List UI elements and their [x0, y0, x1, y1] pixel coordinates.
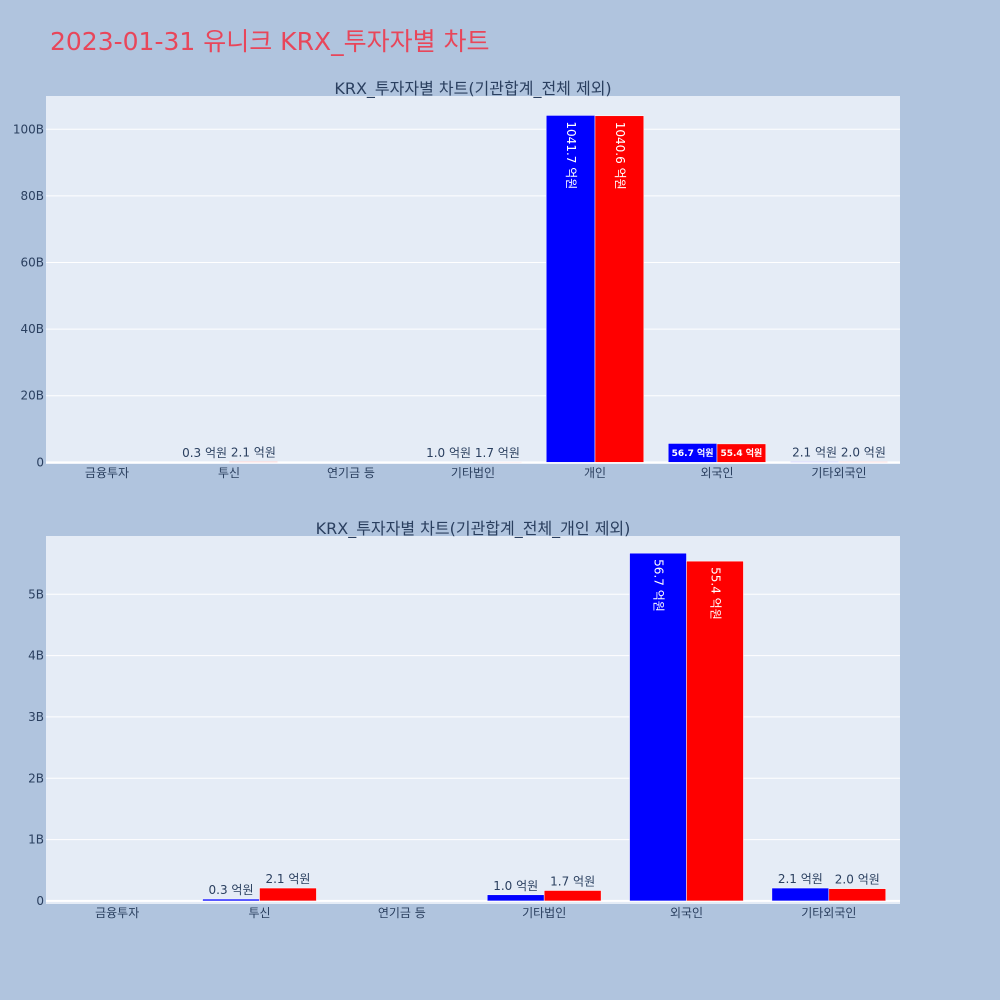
data-label: 56.7 억원 [672, 447, 714, 459]
y-tick-label: 100B [13, 122, 44, 136]
data-label: 2.1 억원 [231, 446, 276, 460]
data-label: 1.7 억원 [550, 875, 595, 889]
x-tick-label: 연기금 등 [378, 906, 426, 920]
data-label: 0.3 억원 [209, 883, 254, 897]
x-tick-label: 투신 [248, 906, 270, 920]
bar [486, 894, 545, 902]
y-tick-label: 20B [20, 389, 44, 403]
y-tick-label: 0 [36, 894, 44, 908]
y-tick-label: 0 [36, 455, 44, 469]
data-label: 55.4 억원 [708, 567, 722, 620]
bar [838, 461, 889, 463]
chart-subtitle: KRX_투자자별 차트(기관합계_전체 제외) [334, 79, 611, 99]
bar [629, 552, 687, 902]
x-tick-label: 외국인 [700, 466, 733, 480]
data-label: 1.7 억원 [475, 446, 520, 460]
data-label: 1.0 억원 [493, 879, 538, 893]
bar [259, 887, 317, 902]
y-tick-label: 2B [28, 771, 44, 785]
bar [716, 443, 767, 463]
data-label: 56.7 억원 [652, 559, 666, 612]
y-tick-label: 1B [28, 833, 44, 847]
chart-subtitle: KRX_투자자별 차트(기관합계_전체_개인 제외) [316, 519, 631, 539]
y-tick-label: 60B [20, 256, 44, 270]
page-title: 2023-01-31 유니크 KRX_투자자별 차트 [50, 27, 490, 56]
bar [472, 461, 523, 463]
x-tick-label: 금융투자 [85, 466, 129, 480]
y-tick-label: 40B [20, 322, 44, 336]
data-label: 55.4 억원 [720, 447, 762, 459]
x-tick-label: 금융투자 [95, 906, 139, 920]
y-tick-label: 80B [20, 189, 44, 203]
y-tick-label: 4B [28, 649, 44, 663]
x-tick-label: 기타외국인 [811, 466, 866, 480]
plot-area [46, 96, 900, 464]
data-label: 2.1 억원 [778, 872, 823, 886]
bar [543, 890, 602, 902]
data-label: 0.3 억원 [182, 446, 227, 460]
bar [789, 461, 840, 463]
data-label: 2.0 억원 [841, 446, 886, 460]
data-label: 1.0 억원 [426, 446, 471, 460]
data-label: 1041.7 억원 [564, 121, 578, 189]
data-label: 2.1 억원 [265, 872, 310, 886]
x-tick-label: 외국인 [670, 906, 703, 920]
data-label: 2.0 억원 [835, 873, 880, 887]
x-tick-label: 투신 [218, 466, 240, 480]
x-tick-label: 연기금 등 [327, 466, 375, 480]
x-tick-label: 기타외국인 [801, 906, 856, 920]
x-tick-label: 기타법인 [451, 466, 495, 480]
x-tick-label: 기타법인 [522, 906, 566, 920]
y-tick-label: 5B [28, 587, 44, 601]
bar [686, 560, 744, 902]
bar [202, 898, 260, 902]
bar [594, 115, 645, 463]
plot-area [46, 536, 900, 904]
data-label: 2.1 억원 [792, 446, 837, 460]
bar [828, 888, 887, 902]
data-label: 1040.6 억원 [613, 122, 627, 190]
bar [771, 887, 830, 902]
bar [228, 461, 279, 463]
x-tick-label: 개인 [584, 466, 606, 480]
y-tick-label: 3B [28, 710, 44, 724]
